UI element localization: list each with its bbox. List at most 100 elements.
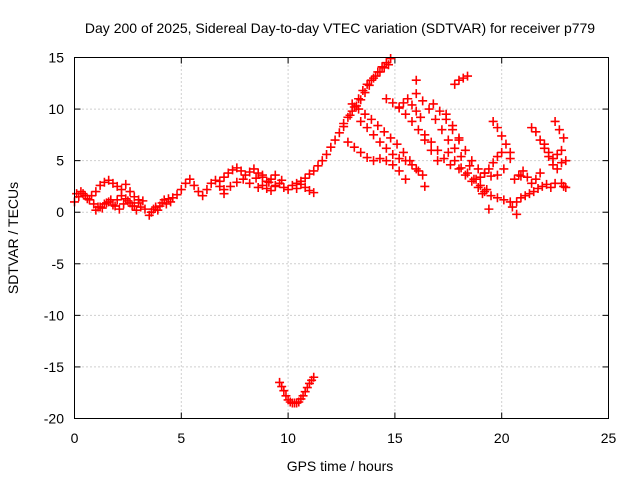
data-point: [561, 182, 571, 192]
data-point: [309, 188, 319, 198]
data-point: [381, 156, 391, 166]
data-point: [317, 156, 327, 166]
data-point: [236, 166, 246, 176]
data-point: [159, 195, 169, 205]
data-point: [486, 191, 496, 201]
data-point: [210, 175, 220, 185]
y-tick-label: 10: [48, 101, 64, 117]
data-point: [172, 190, 182, 200]
data-point: [473, 182, 483, 192]
data-point: [202, 185, 212, 195]
series-arc-10to12-rise: [292, 122, 349, 188]
data-point: [219, 172, 229, 182]
data-point: [482, 185, 492, 195]
series-arc-21to23-b: [539, 139, 571, 166]
data-point: [467, 156, 477, 166]
data-point: [514, 170, 524, 180]
data-point: [358, 86, 368, 96]
data-point: [437, 125, 447, 135]
data-point: [238, 174, 248, 184]
series-arc-20to22-b: [510, 166, 545, 188]
data-point: [401, 156, 411, 166]
data-point: [548, 154, 558, 164]
data-point: [198, 191, 208, 201]
data-point: [537, 181, 547, 191]
data-point: [488, 116, 498, 126]
data-point: [539, 139, 549, 149]
data-point: [413, 125, 423, 135]
data-point: [505, 147, 515, 157]
data-point: [262, 183, 272, 193]
data-point: [114, 204, 124, 214]
data-point: [153, 205, 163, 215]
data-point: [535, 168, 545, 178]
data-point: [430, 114, 440, 124]
data-point: [554, 125, 564, 135]
data-point: [443, 147, 453, 157]
data-point: [309, 166, 319, 176]
data-point: [339, 119, 349, 129]
series-arc-low-dip: [275, 372, 319, 408]
data-point: [411, 164, 421, 174]
data-point: [445, 160, 455, 170]
data-point: [360, 109, 370, 119]
series-arc-19to20-rise: [475, 147, 507, 182]
data-point: [215, 176, 225, 186]
data-point: [371, 71, 381, 81]
data-point: [522, 172, 532, 182]
data-point: [281, 391, 291, 401]
data-point: [388, 160, 398, 170]
data-point: [486, 171, 496, 181]
data-point: [253, 168, 263, 178]
data-point: [84, 195, 94, 205]
data-point: [375, 137, 385, 147]
data-point: [161, 199, 171, 209]
series-arc-fall-a: [347, 99, 428, 180]
data-point: [80, 191, 90, 201]
data-point: [149, 204, 159, 214]
data-point: [383, 60, 393, 70]
data-point: [499, 164, 509, 174]
data-point: [369, 130, 379, 140]
series-arc-3to4: [144, 194, 176, 220]
data-point: [264, 177, 274, 187]
data-point: [497, 131, 507, 141]
data-point: [283, 185, 293, 195]
data-point: [251, 173, 261, 183]
data-point: [411, 75, 421, 85]
data-point: [275, 178, 285, 188]
data-point: [512, 197, 522, 207]
data-point: [544, 147, 554, 157]
y-tick-label: -5: [52, 256, 65, 272]
data-point: [501, 139, 511, 149]
data-point: [407, 116, 417, 126]
data-point: [381, 94, 391, 104]
data-point: [473, 164, 483, 174]
data-point: [411, 89, 421, 99]
data-point: [366, 75, 376, 85]
data-point: [426, 137, 436, 147]
data-point: [552, 164, 562, 174]
data-point: [546, 182, 556, 192]
y-axis-label: SDTVAR / TECUs: [5, 182, 21, 294]
data-point: [524, 189, 534, 199]
data-point: [450, 156, 460, 166]
data-point: [499, 195, 509, 205]
data-point: [403, 94, 413, 104]
series-arc-fall-d: [381, 94, 443, 166]
data-point: [401, 109, 411, 119]
series-arc-late-end: [557, 178, 571, 192]
series-arc-15to16: [394, 94, 426, 122]
data-point: [454, 133, 464, 143]
data-point: [345, 110, 355, 120]
series-arc-isolated: [411, 75, 526, 219]
data-point: [270, 170, 280, 180]
data-point: [454, 164, 464, 174]
data-point: [140, 204, 150, 214]
data-point: [386, 54, 396, 64]
data-point: [330, 135, 340, 145]
chart-title: Day 200 of 2025, Sidereal Day-to-day VTE…: [85, 20, 595, 36]
data-point: [475, 180, 485, 190]
data-point: [245, 178, 255, 188]
data-point: [394, 166, 404, 176]
